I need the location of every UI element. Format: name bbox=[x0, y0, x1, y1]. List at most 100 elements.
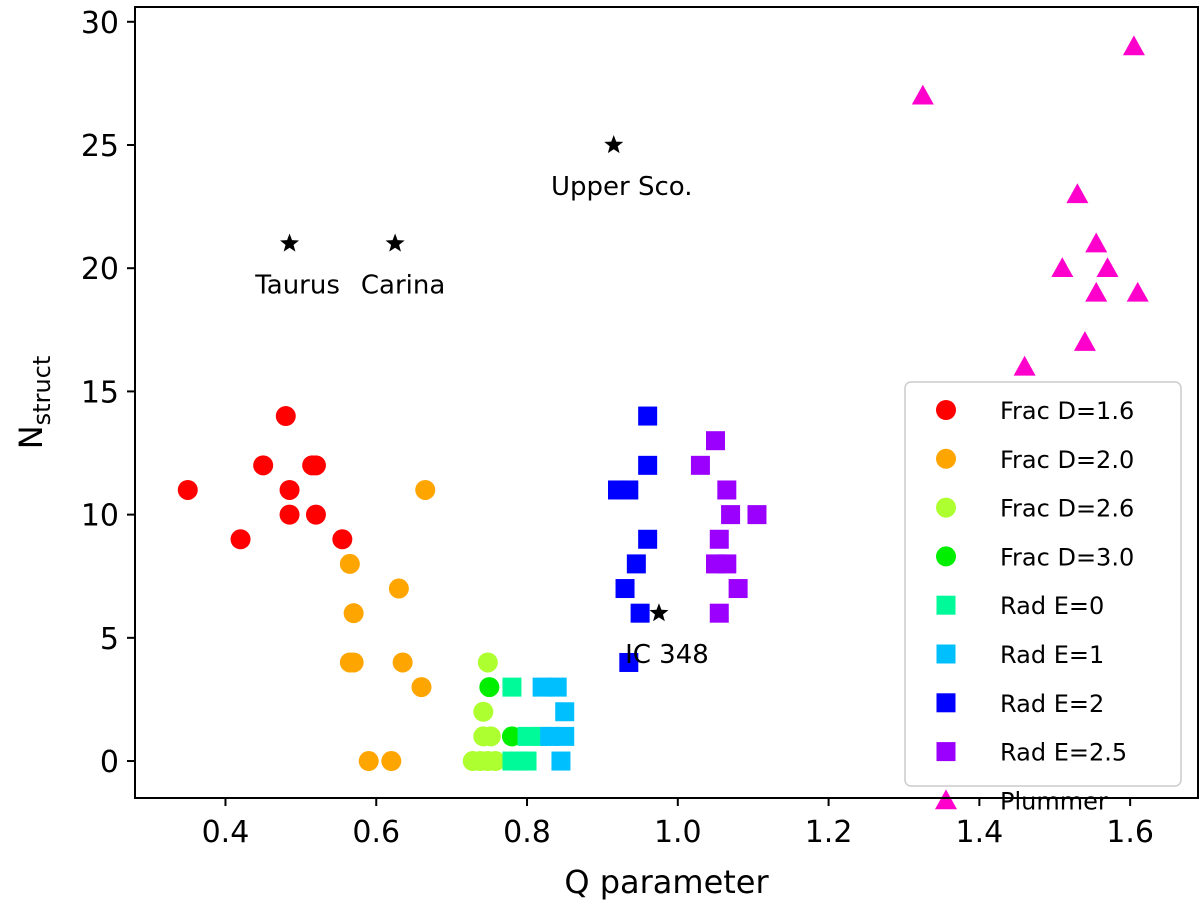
legend-label: Plummer bbox=[1000, 787, 1108, 815]
legend-marker bbox=[936, 448, 956, 469]
data-point bbox=[339, 553, 360, 574]
legend-label: Frac D=3.0 bbox=[1000, 543, 1134, 571]
data-point bbox=[911, 84, 934, 105]
data-point bbox=[415, 479, 436, 500]
legend-label: Rad E=2 bbox=[1000, 690, 1104, 718]
legend-marker bbox=[936, 742, 956, 762]
data-point bbox=[721, 505, 741, 525]
x-tick-label: 0.8 bbox=[503, 815, 551, 850]
data-point bbox=[638, 455, 658, 475]
legend-marker bbox=[936, 595, 956, 615]
data-point bbox=[1066, 183, 1089, 204]
data-point bbox=[253, 455, 274, 476]
legend-label: Frac D=2.0 bbox=[1000, 446, 1134, 474]
data-point bbox=[358, 751, 379, 772]
data-point bbox=[619, 480, 639, 500]
x-tick-label: 1.4 bbox=[956, 815, 1004, 850]
data-point bbox=[1126, 281, 1149, 302]
data-point bbox=[638, 529, 658, 549]
y-axis-label-main: N bbox=[12, 425, 50, 449]
data-point bbox=[343, 603, 364, 624]
data-point bbox=[555, 702, 575, 722]
legend-item: Rad E=2 bbox=[936, 690, 1104, 718]
data-point bbox=[477, 652, 498, 673]
y-tick-label: 25 bbox=[81, 129, 119, 164]
data-point bbox=[485, 751, 506, 772]
series-frac-d-2-0 bbox=[339, 479, 436, 772]
y-tick-label: 20 bbox=[81, 252, 119, 287]
x-tick-label: 1.6 bbox=[1106, 815, 1154, 850]
data-point bbox=[709, 603, 729, 623]
data-point bbox=[502, 677, 522, 697]
data-point bbox=[1122, 35, 1145, 56]
data-point bbox=[275, 406, 296, 427]
data-point bbox=[619, 652, 639, 672]
legend-item: Frac D=3.0 bbox=[936, 543, 1134, 571]
y-tick-label: 15 bbox=[81, 375, 119, 410]
data-point bbox=[551, 751, 571, 771]
data-point bbox=[638, 406, 658, 426]
legend-item: Rad E=0 bbox=[936, 592, 1104, 620]
legend-label: Rad E=0 bbox=[1000, 592, 1104, 620]
data-point bbox=[305, 455, 326, 476]
data-point bbox=[717, 554, 737, 574]
x-axis-label: Q parameter bbox=[564, 863, 769, 901]
y-tick-label: 10 bbox=[81, 499, 119, 534]
x-tick-label: 1.0 bbox=[654, 815, 702, 850]
series-frac-d-2-6 bbox=[462, 652, 506, 772]
data-point bbox=[230, 529, 251, 550]
data-point bbox=[1085, 281, 1108, 302]
data-point bbox=[690, 455, 710, 475]
data-point bbox=[728, 579, 748, 599]
data-point bbox=[479, 677, 500, 698]
x-tick-label: 1.2 bbox=[805, 815, 853, 850]
data-point bbox=[177, 479, 198, 500]
series-frac-d-1-6 bbox=[177, 406, 353, 550]
star-marker bbox=[385, 233, 405, 252]
data-point bbox=[279, 479, 300, 500]
data-point bbox=[509, 751, 529, 771]
y-axis-label-sub: struct bbox=[28, 356, 56, 426]
data-point bbox=[630, 603, 650, 623]
series-rad-e-2-5 bbox=[690, 431, 767, 623]
y-tick-label: 5 bbox=[100, 622, 119, 657]
legend: Frac D=1.6 Frac D=2.0 Frac D=2.6 Frac D=3.0… bbox=[904, 381, 1182, 815]
data-point bbox=[532, 677, 552, 697]
legend-marker bbox=[936, 400, 956, 420]
data-point bbox=[381, 751, 402, 772]
legend-label: Frac D=2.6 bbox=[1000, 495, 1134, 523]
y-tick-label: 30 bbox=[81, 6, 119, 41]
axes: 0.4 0.6 0.8 1.0 1.2 1.4 1.6 0 5 10 15 20 25 30 bbox=[81, 6, 1154, 850]
legend-marker bbox=[936, 693, 956, 713]
legend-label: Rad E=1 bbox=[1000, 641, 1104, 669]
data-point bbox=[388, 578, 409, 599]
annotation-label: IC 348 bbox=[625, 640, 709, 670]
x-tick-label: 0.4 bbox=[202, 815, 250, 850]
data-point bbox=[747, 505, 767, 525]
annotations: Taurus Carina Upper Sco. IC 348 bbox=[254, 134, 709, 670]
data-point bbox=[411, 677, 432, 698]
data-point bbox=[343, 652, 364, 673]
annotation-label: Carina bbox=[361, 271, 445, 301]
data-point bbox=[473, 701, 494, 722]
series-rad-e-2 bbox=[607, 406, 658, 672]
legend-box bbox=[904, 381, 1182, 787]
legend-label: Rad E=2.5 bbox=[1000, 739, 1127, 767]
star-marker bbox=[604, 134, 624, 154]
star-marker bbox=[649, 603, 669, 622]
data-point bbox=[392, 652, 413, 673]
legend-item: Frac D=1.6 bbox=[936, 397, 1134, 425]
legend-marker bbox=[936, 546, 956, 567]
legend-item: Plummer bbox=[935, 787, 1108, 815]
annotation-label: Taurus bbox=[254, 271, 340, 301]
data-point bbox=[626, 554, 646, 574]
data-point bbox=[547, 677, 567, 697]
data-point bbox=[555, 726, 575, 746]
y-axis-label: Nstruct bbox=[12, 356, 56, 450]
y-tick-label: 0 bbox=[100, 745, 119, 780]
data-point bbox=[1073, 331, 1096, 351]
plot-frame bbox=[134, 6, 1199, 799]
series-rad-e-1 bbox=[532, 677, 575, 771]
star-marker bbox=[280, 233, 300, 252]
